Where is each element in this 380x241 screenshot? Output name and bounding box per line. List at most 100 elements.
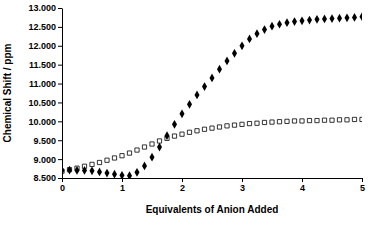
point [352, 117, 356, 121]
x-tick-label: 4 [300, 183, 305, 193]
point [97, 168, 102, 177]
point [217, 125, 221, 129]
point [67, 168, 71, 172]
point [254, 29, 259, 38]
point [307, 16, 312, 25]
point [104, 169, 109, 178]
y-tick: 10.000 [28, 117, 62, 127]
point [89, 166, 94, 175]
y-tick: 8.500 [33, 173, 62, 183]
point [345, 118, 349, 122]
point [239, 41, 244, 50]
point [135, 148, 139, 152]
point [112, 170, 117, 178]
point [247, 35, 252, 44]
y-axis-line [62, 9, 63, 179]
point [194, 91, 199, 100]
point [322, 118, 326, 122]
point [127, 171, 132, 178]
point [269, 22, 274, 31]
point [202, 127, 206, 131]
y-tick-label: 10.500 [28, 98, 56, 108]
point [255, 121, 259, 125]
y-tick-label: 10.000 [28, 117, 56, 127]
point [157, 143, 162, 152]
y-tick: 11.000 [29, 79, 62, 89]
point [232, 123, 236, 127]
point [75, 166, 79, 170]
point [322, 15, 327, 24]
point [224, 57, 229, 66]
x-tick-label: 3 [240, 183, 245, 193]
plot: 8.500 9.000 9.500 10.000 10.500 11.000 11.500 1… [28, 3, 365, 193]
y-tick-mark [58, 46, 62, 47]
y-axis-title: Chemical Shift / ppm [2, 43, 13, 142]
y-tick: 11.500 [29, 60, 62, 70]
point [292, 119, 296, 123]
point [157, 139, 161, 143]
x-tick-label: 0 [60, 183, 65, 193]
point [187, 100, 192, 109]
y-axis: 8.500 9.000 9.500 10.000 10.500 11.000 11.500 1… [28, 3, 62, 183]
point [262, 25, 267, 34]
x-tick-mark [122, 178, 123, 182]
point [285, 119, 289, 123]
x-tick-label: 5 [360, 183, 365, 193]
point [262, 120, 266, 124]
point [225, 124, 229, 128]
y-tick-mark [58, 65, 62, 66]
point [179, 109, 184, 118]
y-tick-mark [58, 121, 62, 122]
x-tick-mark [242, 178, 243, 182]
point [62, 166, 65, 175]
point [82, 164, 86, 168]
point [232, 49, 237, 58]
point [164, 131, 169, 140]
chart: 8.500 9.000 9.500 10.000 10.500 11.000 11.500 1… [0, 0, 380, 241]
y-tick: 12.000 [28, 41, 62, 51]
point [315, 118, 319, 122]
point [240, 122, 244, 126]
series [62, 12, 362, 178]
point [172, 134, 176, 138]
y-tick-mark [58, 102, 62, 103]
y-tick: 9.000 [33, 154, 62, 164]
y-tick: 9.500 [33, 136, 62, 146]
point [120, 154, 124, 158]
point [270, 120, 274, 124]
point [247, 121, 251, 125]
x-tick-mark [182, 178, 183, 182]
y-tick: 10.500 [28, 98, 62, 108]
point [299, 16, 304, 25]
x-tick: 2 [180, 178, 185, 193]
y-tick-mark [58, 178, 62, 179]
x-axis-title: Equivalents of Anion Added [146, 204, 279, 215]
point [300, 119, 304, 123]
point [329, 14, 334, 23]
x-tick-label: 1 [120, 183, 125, 193]
x-tick: 5 [360, 178, 365, 193]
point [105, 158, 109, 162]
y-tick-label: 12.000 [28, 41, 56, 51]
y-tick-mark [58, 8, 62, 9]
point [337, 14, 342, 23]
point [337, 118, 341, 122]
point [307, 118, 311, 122]
x-tick-mark [302, 178, 303, 182]
point [180, 132, 184, 136]
y-tick-label: 11.000 [29, 79, 56, 89]
y-tick-mark [58, 140, 62, 141]
point [277, 20, 282, 29]
point [142, 162, 147, 171]
x-tick-mark [362, 178, 363, 182]
x-tick-label: 2 [180, 183, 185, 193]
x-tick: 3 [240, 178, 245, 193]
y-tick: 12.500 [28, 22, 62, 32]
series [62, 117, 362, 173]
point [62, 169, 64, 173]
x-tick: 4 [300, 178, 305, 193]
y-tick-label: 8.500 [33, 173, 56, 183]
point [67, 166, 72, 175]
point [149, 153, 154, 162]
point [209, 74, 214, 83]
